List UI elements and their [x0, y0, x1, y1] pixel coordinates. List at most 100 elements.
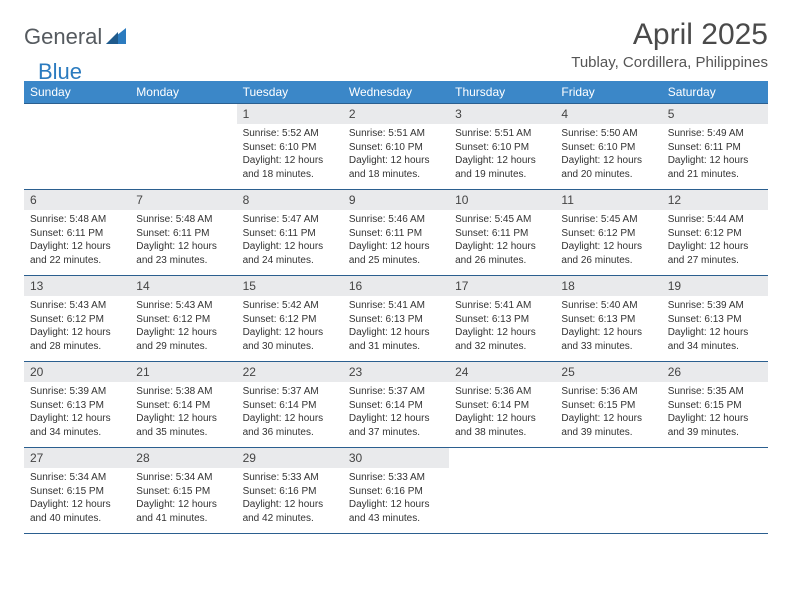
day-details: Sunrise: 5:34 AMSunset: 6:15 PMDaylight:… — [24, 468, 130, 529]
day-number: 14 — [130, 276, 236, 296]
day-details: Sunrise: 5:46 AMSunset: 6:11 PMDaylight:… — [343, 210, 449, 271]
calendar-day-cell: 6Sunrise: 5:48 AMSunset: 6:11 PMDaylight… — [24, 190, 130, 276]
day-number: 16 — [343, 276, 449, 296]
day-number: 3 — [449, 104, 555, 124]
day-number: 1 — [237, 104, 343, 124]
day-details: Sunrise: 5:36 AMSunset: 6:15 PMDaylight:… — [555, 382, 661, 443]
day-details: Sunrise: 5:51 AMSunset: 6:10 PMDaylight:… — [449, 124, 555, 185]
calendar-day-cell: 4Sunrise: 5:50 AMSunset: 6:10 PMDaylight… — [555, 104, 661, 190]
calendar-week-row: 13Sunrise: 5:43 AMSunset: 6:12 PMDayligh… — [24, 276, 768, 362]
calendar-day-cell: 19Sunrise: 5:39 AMSunset: 6:13 PMDayligh… — [662, 276, 768, 362]
day-number: 6 — [24, 190, 130, 210]
day-details: Sunrise: 5:52 AMSunset: 6:10 PMDaylight:… — [237, 124, 343, 185]
day-details: Sunrise: 5:41 AMSunset: 6:13 PMDaylight:… — [449, 296, 555, 357]
day-details: Sunrise: 5:39 AMSunset: 6:13 PMDaylight:… — [662, 296, 768, 357]
weekday-header: Monday — [130, 81, 236, 104]
day-number: 13 — [24, 276, 130, 296]
calendar-day-cell: 11Sunrise: 5:45 AMSunset: 6:12 PMDayligh… — [555, 190, 661, 276]
day-number: 25 — [555, 362, 661, 382]
day-details: Sunrise: 5:43 AMSunset: 6:12 PMDaylight:… — [24, 296, 130, 357]
day-details: Sunrise: 5:33 AMSunset: 6:16 PMDaylight:… — [237, 468, 343, 529]
day-number: 20 — [24, 362, 130, 382]
day-details: Sunrise: 5:39 AMSunset: 6:13 PMDaylight:… — [24, 382, 130, 443]
weekday-header: Wednesday — [343, 81, 449, 104]
calendar-page: General April 2025 Tublay, Cordillera, P… — [0, 0, 792, 552]
calendar-day-cell: 22Sunrise: 5:37 AMSunset: 6:14 PMDayligh… — [237, 362, 343, 448]
day-number: 18 — [555, 276, 661, 296]
day-details: Sunrise: 5:44 AMSunset: 6:12 PMDaylight:… — [662, 210, 768, 271]
day-details: Sunrise: 5:48 AMSunset: 6:11 PMDaylight:… — [24, 210, 130, 271]
calendar-day-cell: 16Sunrise: 5:41 AMSunset: 6:13 PMDayligh… — [343, 276, 449, 362]
day-number: 22 — [237, 362, 343, 382]
day-details: Sunrise: 5:43 AMSunset: 6:12 PMDaylight:… — [130, 296, 236, 357]
calendar-day-cell: 9Sunrise: 5:46 AMSunset: 6:11 PMDaylight… — [343, 190, 449, 276]
day-details: Sunrise: 5:42 AMSunset: 6:12 PMDaylight:… — [237, 296, 343, 357]
day-details: Sunrise: 5:40 AMSunset: 6:13 PMDaylight:… — [555, 296, 661, 357]
calendar-week-row: 27Sunrise: 5:34 AMSunset: 6:15 PMDayligh… — [24, 448, 768, 534]
day-details: Sunrise: 5:38 AMSunset: 6:14 PMDaylight:… — [130, 382, 236, 443]
location-text: Tublay, Cordillera, Philippines — [571, 54, 768, 71]
calendar-day-cell: 18Sunrise: 5:40 AMSunset: 6:13 PMDayligh… — [555, 276, 661, 362]
day-number: 17 — [449, 276, 555, 296]
calendar-day-cell: 10Sunrise: 5:45 AMSunset: 6:11 PMDayligh… — [449, 190, 555, 276]
day-details: Sunrise: 5:51 AMSunset: 6:10 PMDaylight:… — [343, 124, 449, 185]
calendar-day-cell — [555, 448, 661, 534]
day-details: Sunrise: 5:45 AMSunset: 6:12 PMDaylight:… — [555, 210, 661, 271]
day-number: 26 — [662, 362, 768, 382]
calendar-day-cell — [130, 104, 236, 190]
calendar-day-cell: 12Sunrise: 5:44 AMSunset: 6:12 PMDayligh… — [662, 190, 768, 276]
title-block: April 2025 Tublay, Cordillera, Philippin… — [571, 18, 768, 77]
day-details: Sunrise: 5:37 AMSunset: 6:14 PMDaylight:… — [343, 382, 449, 443]
calendar-day-cell: 20Sunrise: 5:39 AMSunset: 6:13 PMDayligh… — [24, 362, 130, 448]
day-details: Sunrise: 5:37 AMSunset: 6:14 PMDaylight:… — [237, 382, 343, 443]
day-number: 29 — [237, 448, 343, 468]
weekday-header: Tuesday — [237, 81, 343, 104]
day-details: Sunrise: 5:47 AMSunset: 6:11 PMDaylight:… — [237, 210, 343, 271]
day-details: Sunrise: 5:36 AMSunset: 6:14 PMDaylight:… — [449, 382, 555, 443]
day-details: Sunrise: 5:49 AMSunset: 6:11 PMDaylight:… — [662, 124, 768, 185]
calendar-day-cell: 24Sunrise: 5:36 AMSunset: 6:14 PMDayligh… — [449, 362, 555, 448]
brand-part2: Blue — [38, 59, 82, 85]
day-number: 27 — [24, 448, 130, 468]
day-number: 7 — [130, 190, 236, 210]
calendar-day-cell: 25Sunrise: 5:36 AMSunset: 6:15 PMDayligh… — [555, 362, 661, 448]
calendar-day-cell — [24, 104, 130, 190]
day-number: 5 — [662, 104, 768, 124]
day-number: 2 — [343, 104, 449, 124]
calendar-day-cell: 7Sunrise: 5:48 AMSunset: 6:11 PMDaylight… — [130, 190, 236, 276]
calendar-day-cell: 3Sunrise: 5:51 AMSunset: 6:10 PMDaylight… — [449, 104, 555, 190]
month-title: April 2025 — [571, 18, 768, 52]
calendar-day-cell: 13Sunrise: 5:43 AMSunset: 6:12 PMDayligh… — [24, 276, 130, 362]
day-number: 30 — [343, 448, 449, 468]
day-number: 28 — [130, 448, 236, 468]
weekday-header: Thursday — [449, 81, 555, 104]
page-header: General April 2025 Tublay, Cordillera, P… — [24, 18, 768, 77]
brand-triangle-icon — [106, 28, 126, 49]
calendar-day-cell: 2Sunrise: 5:51 AMSunset: 6:10 PMDaylight… — [343, 104, 449, 190]
calendar-day-cell: 5Sunrise: 5:49 AMSunset: 6:11 PMDaylight… — [662, 104, 768, 190]
day-details: Sunrise: 5:41 AMSunset: 6:13 PMDaylight:… — [343, 296, 449, 357]
day-details: Sunrise: 5:48 AMSunset: 6:11 PMDaylight:… — [130, 210, 236, 271]
calendar-body: 1Sunrise: 5:52 AMSunset: 6:10 PMDaylight… — [24, 104, 768, 534]
brand-logo: General — [24, 18, 128, 50]
calendar-day-cell: 15Sunrise: 5:42 AMSunset: 6:12 PMDayligh… — [237, 276, 343, 362]
weekday-header: Saturday — [662, 81, 768, 104]
brand-part1: General — [24, 24, 102, 50]
day-number: 10 — [449, 190, 555, 210]
calendar-day-cell: 17Sunrise: 5:41 AMSunset: 6:13 PMDayligh… — [449, 276, 555, 362]
day-number: 11 — [555, 190, 661, 210]
weekday-header: Friday — [555, 81, 661, 104]
day-details: Sunrise: 5:34 AMSunset: 6:15 PMDaylight:… — [130, 468, 236, 529]
calendar-day-cell: 23Sunrise: 5:37 AMSunset: 6:14 PMDayligh… — [343, 362, 449, 448]
calendar-day-cell: 28Sunrise: 5:34 AMSunset: 6:15 PMDayligh… — [130, 448, 236, 534]
calendar-table: Sunday Monday Tuesday Wednesday Thursday… — [24, 81, 768, 534]
day-details: Sunrise: 5:35 AMSunset: 6:15 PMDaylight:… — [662, 382, 768, 443]
calendar-day-cell: 26Sunrise: 5:35 AMSunset: 6:15 PMDayligh… — [662, 362, 768, 448]
calendar-week-row: 20Sunrise: 5:39 AMSunset: 6:13 PMDayligh… — [24, 362, 768, 448]
day-details: Sunrise: 5:33 AMSunset: 6:16 PMDaylight:… — [343, 468, 449, 529]
day-number: 19 — [662, 276, 768, 296]
day-number: 24 — [449, 362, 555, 382]
calendar-day-cell: 14Sunrise: 5:43 AMSunset: 6:12 PMDayligh… — [130, 276, 236, 362]
calendar-day-cell — [449, 448, 555, 534]
calendar-day-cell: 27Sunrise: 5:34 AMSunset: 6:15 PMDayligh… — [24, 448, 130, 534]
